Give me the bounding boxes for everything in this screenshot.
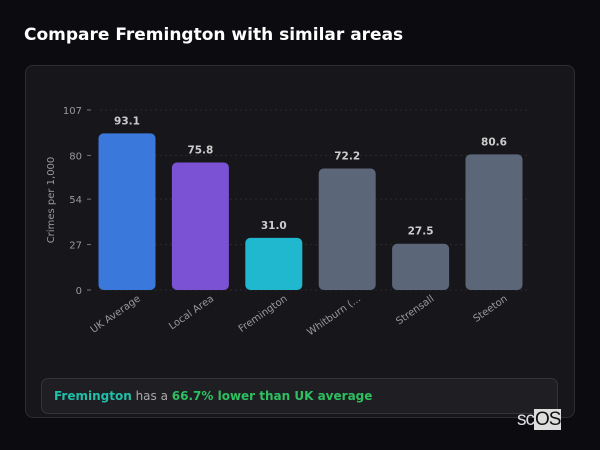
bar[interactable] (392, 243, 450, 290)
y-tick-label: 27 (69, 241, 82, 252)
summary-area: Fremington (54, 389, 132, 403)
x-tick-label: Whitburn (... (305, 293, 363, 338)
y-axis-label: Crimes per 1,000 (46, 157, 57, 244)
x-tick-label: Local Area (167, 293, 216, 332)
summary-highlight: 66.7% lower than UK average (171, 389, 373, 403)
data-label: 75.8 (187, 144, 213, 156)
data-label: 31.0 (261, 220, 287, 232)
x-tick-label: Steeton (472, 293, 510, 324)
summary-text: has a (131, 389, 172, 403)
x-tick-label: Fremington (237, 293, 290, 335)
y-tick-label: 80 (69, 151, 82, 162)
data-label: 72.2 (334, 151, 360, 163)
bar[interactable] (318, 168, 376, 290)
data-label: 93.1 (114, 115, 140, 127)
y-tick-label: 107 (63, 106, 82, 117)
x-tick-label: UK Average (89, 293, 143, 335)
summary-box: Fremington has a 66.7% lower than UK ave… (41, 378, 558, 414)
bar[interactable] (245, 237, 303, 290)
data-label: 27.5 (408, 226, 434, 238)
page-title: Compare Fremington with similar areas (24, 25, 404, 45)
x-tick-label: Strensall (394, 293, 436, 327)
y-tick-label: 54 (69, 195, 82, 206)
bar[interactable] (98, 133, 156, 290)
y-tick-label: 0 (76, 286, 82, 297)
data-label: 80.6 (481, 136, 507, 148)
bar[interactable] (465, 154, 523, 290)
logo: scOS (517, 409, 561, 430)
bar[interactable] (171, 162, 229, 290)
